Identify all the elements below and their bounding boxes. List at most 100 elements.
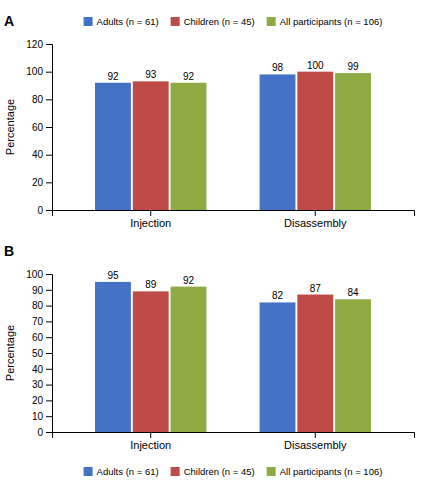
- y-tick-mark: [46, 321, 52, 322]
- data-label: 99: [347, 61, 359, 72]
- y-tick-mark: [46, 44, 52, 45]
- data-label: 98: [272, 62, 284, 73]
- y-tick-label: 10: [32, 411, 44, 422]
- bar: [260, 74, 296, 210]
- y-tick: 100: [26, 269, 52, 280]
- data-label: 93: [145, 69, 157, 80]
- x-axis-line: [53, 211, 415, 217]
- y-tick-label: 70: [32, 316, 44, 327]
- data-label: 100: [307, 60, 324, 71]
- y-tick: 120: [26, 39, 52, 50]
- y-tick: 60: [32, 332, 52, 343]
- panel-title: A: [4, 13, 14, 29]
- bar: [297, 72, 333, 210]
- legend-label: Children (n = 45): [184, 466, 255, 477]
- y-tick-mark: [46, 182, 52, 183]
- y-tick: 80: [32, 300, 52, 311]
- y-tick-label: 60: [32, 332, 44, 343]
- y-tick: 40: [32, 149, 52, 160]
- y-tick: 10: [32, 411, 52, 422]
- y-tick-label: 50: [32, 348, 44, 359]
- y-tick-mark: [46, 369, 52, 370]
- x-axis: Injection Disassembly: [53, 210, 415, 229]
- legend: Adults (n = 61)Children (n = 45)All part…: [84, 16, 383, 27]
- data-labels: 958289879284: [107, 270, 359, 302]
- y-tick-mark: [46, 337, 52, 338]
- y-tick: 50: [32, 348, 52, 359]
- y-tick-mark: [46, 290, 52, 291]
- bar: [171, 83, 207, 210]
- legend-item: All participants (n = 106): [267, 16, 383, 27]
- y-tick: 100: [26, 66, 52, 77]
- data-label: 92: [183, 275, 195, 286]
- bar: [260, 302, 296, 432]
- y-tick-label: 20: [32, 177, 44, 188]
- y-tick-mark: [46, 416, 52, 417]
- data-label: 92: [107, 71, 119, 82]
- x-tick-label: Disassembly: [284, 217, 347, 229]
- y-tick-label: 100: [26, 66, 43, 77]
- y-axis-title: Percentage: [4, 325, 16, 381]
- legend-label: Adults (n = 61): [97, 466, 159, 477]
- legend-label: All participants (n = 106): [280, 466, 383, 477]
- x-axis: Injection Disassembly: [53, 432, 415, 451]
- legend-swatch: [171, 17, 180, 26]
- data-label: 95: [107, 270, 119, 281]
- bar: [95, 282, 131, 432]
- y-tick: 90: [32, 285, 52, 296]
- y-tick-label: 30: [32, 379, 44, 390]
- x-axis-line: [53, 433, 415, 439]
- y-tick-label: 0: [37, 205, 43, 216]
- bar: [297, 295, 333, 432]
- legend-swatch: [84, 467, 93, 476]
- y-tick-label: 40: [32, 364, 44, 375]
- bar: [95, 83, 131, 210]
- x-tick: Injection: [130, 432, 171, 451]
- x-tick-mark: [315, 432, 316, 438]
- y-tick-mark: [46, 155, 52, 156]
- data-label: 92: [183, 71, 195, 82]
- y-tick-mark: [46, 353, 52, 354]
- y-tick-label: 90: [32, 285, 44, 296]
- y-tick-mark: [46, 400, 52, 401]
- y-tick: 0: [37, 427, 52, 438]
- x-tick-mark: [150, 432, 151, 438]
- panel-title: B: [4, 243, 14, 259]
- y-axis-line: [46, 275, 53, 433]
- y-tick-mark: [46, 127, 52, 128]
- y-tick: 60: [32, 122, 52, 133]
- legend-item: All participants (n = 106): [267, 466, 383, 477]
- y-tick: 80: [32, 94, 52, 105]
- legend-swatch: [84, 17, 93, 26]
- y-tick: 20: [32, 177, 52, 188]
- legend-item: Adults (n = 61): [84, 466, 159, 477]
- bar: [335, 73, 371, 210]
- x-tick-label: Injection: [130, 439, 171, 451]
- y-axis-line: [46, 45, 53, 211]
- y-axis: 0 20 40 60 80 100 120: [26, 39, 52, 216]
- y-tick-label: 60: [32, 122, 44, 133]
- bar: [171, 287, 207, 432]
- y-tick-label: 80: [32, 94, 44, 105]
- panel: 0102030405060708090100InjectionDisassemb…: [4, 243, 415, 477]
- x-tick-mark: [150, 210, 151, 216]
- legend-label: Children (n = 45): [184, 16, 255, 27]
- x-tick-mark: [315, 210, 316, 216]
- y-tick-mark: [46, 306, 52, 307]
- chart-root: 020406080100120InjectionDisassembly92989…: [0, 0, 426, 500]
- data-label: 87: [310, 283, 322, 294]
- legend-label: All participants (n = 106): [280, 16, 383, 27]
- data-label: 89: [145, 279, 157, 290]
- x-tick: Disassembly: [284, 432, 347, 451]
- legend-item: Children (n = 45): [171, 16, 255, 27]
- legend-swatch: [267, 467, 276, 476]
- y-tick-label: 100: [26, 269, 43, 280]
- y-tick-label: 80: [32, 300, 44, 311]
- x-tick: Injection: [130, 210, 171, 229]
- y-tick-mark: [46, 210, 52, 211]
- y-tick-mark: [46, 99, 52, 100]
- y-axis: 0102030405060708090100: [26, 269, 52, 438]
- y-tick: 70: [32, 316, 52, 327]
- y-tick: 30: [32, 379, 52, 390]
- bars: [95, 282, 371, 432]
